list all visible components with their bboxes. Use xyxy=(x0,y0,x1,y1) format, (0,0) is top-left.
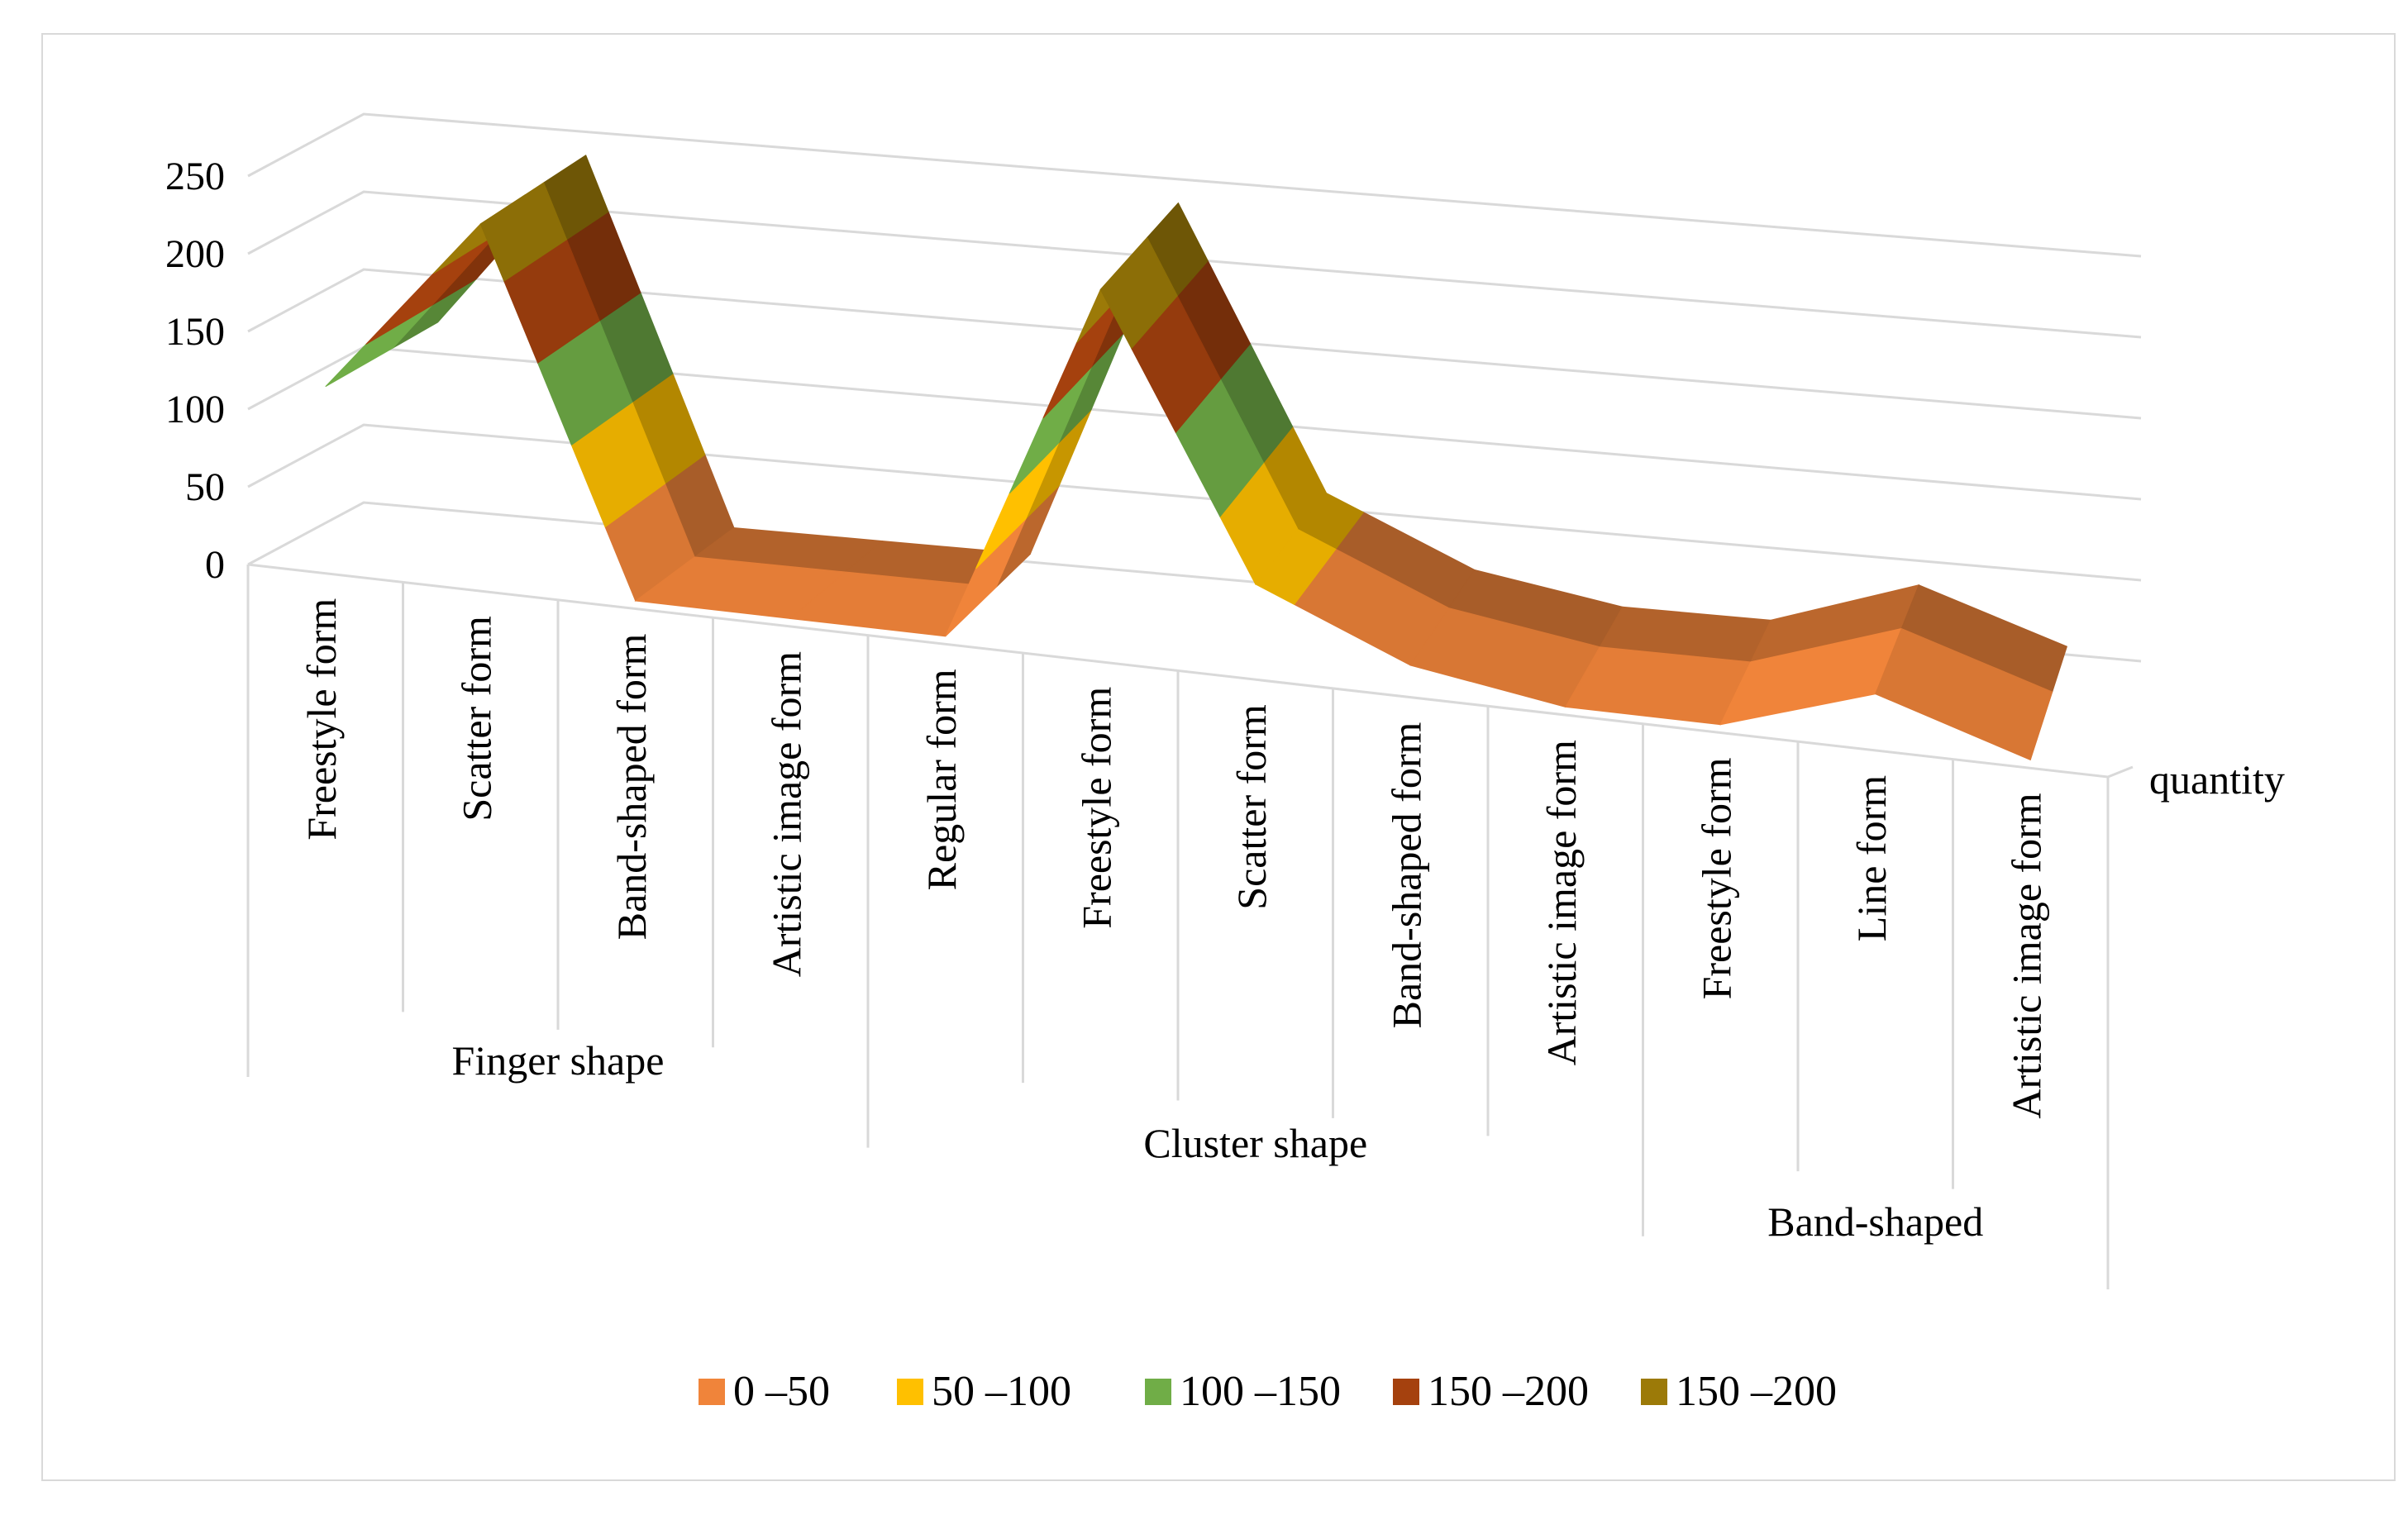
surface-facet xyxy=(1099,236,1178,350)
surface xyxy=(325,155,2068,761)
legend-swatch xyxy=(1145,1379,1171,1405)
legend-swatch xyxy=(1641,1379,1667,1405)
legend-label: 100 –150 xyxy=(1180,1368,1341,1415)
surface-facet xyxy=(365,232,498,345)
category-label: Artistic image form xyxy=(2003,793,2049,1118)
gridline xyxy=(247,190,2142,339)
y-tick-label: 100 xyxy=(165,388,225,431)
category-label: Artistic image form xyxy=(1538,740,1585,1065)
category-label: Band-shaped form xyxy=(1383,722,1429,1029)
surface-facet xyxy=(479,182,568,282)
category-label: Freestyle form xyxy=(1073,687,1119,929)
surface-facet xyxy=(1875,627,2053,761)
gridline xyxy=(247,112,2142,258)
group-label: Cluster shape xyxy=(1143,1120,1367,1166)
y-tick-label: 250 xyxy=(165,155,225,198)
y-tick-label: 0 xyxy=(205,543,225,587)
legend-swatch xyxy=(1393,1379,1419,1405)
surface-facet xyxy=(1254,529,1337,605)
axis-edge xyxy=(2107,765,2134,779)
legend-label: 150 –200 xyxy=(1428,1368,1589,1415)
category-label: Regular form xyxy=(918,669,965,890)
category-label: Artistic image form xyxy=(763,651,809,977)
surface-facet xyxy=(325,304,433,388)
category-label: Freestyle form xyxy=(298,598,345,841)
y-tick-label: 50 xyxy=(185,465,225,509)
category-label: Freestyle form xyxy=(1693,757,1739,999)
legend-swatch xyxy=(699,1379,725,1405)
category-label: Band-shaped form xyxy=(608,633,655,940)
y-tick-label: 150 xyxy=(165,310,225,354)
category-label: Scatter form xyxy=(453,616,499,822)
legend: 0 –50 50 –100 100 –150 150 –200 150 –200 xyxy=(699,1368,1837,1415)
legend-label: 0 –50 xyxy=(733,1368,830,1415)
gridline xyxy=(247,268,2142,420)
legend-label: 50 –100 xyxy=(932,1368,1071,1415)
gridline xyxy=(247,423,2142,582)
category-label: Line form xyxy=(1848,775,1895,941)
group-label: Finger shape xyxy=(452,1037,665,1084)
group-label: Band-shaped xyxy=(1767,1198,1983,1245)
category-separators xyxy=(246,563,2134,1289)
legend-swatch xyxy=(897,1379,923,1405)
category-label: Scatter form xyxy=(1228,704,1275,910)
y-tick-label: 200 xyxy=(165,232,225,276)
legend-label: 150 –200 xyxy=(1676,1368,1837,1415)
series-label: quantity xyxy=(2149,756,2285,803)
floor-edge xyxy=(247,563,2109,779)
